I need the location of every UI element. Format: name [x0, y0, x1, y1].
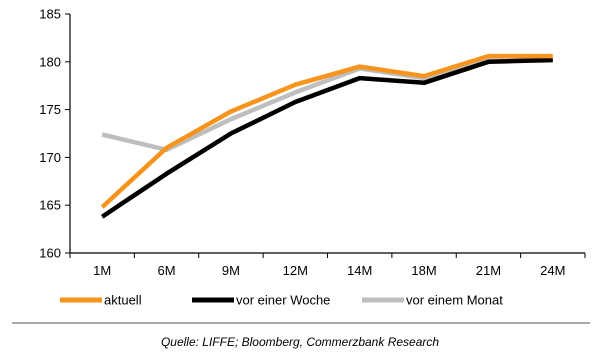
legend-label-2: vor einem Monat — [406, 293, 503, 308]
x-tick-label: 1M — [93, 263, 111, 278]
legend-label-0: aktuell — [104, 293, 142, 308]
series-line-0 — [100, 53, 553, 209]
source-note: Quelle: LIFFE; Bloomberg, Commerzbank Re… — [161, 335, 439, 349]
y-tick-label: 160 — [39, 246, 61, 261]
x-tick-label: 6M — [158, 263, 176, 278]
y-tick-label: 165 — [39, 198, 61, 213]
x-tick-label: 14M — [347, 263, 372, 278]
y-tick-label: 175 — [39, 102, 61, 117]
y-tick-label: 170 — [39, 150, 61, 165]
x-tick-label: 12M — [283, 263, 308, 278]
x-tick-label: 21M — [476, 263, 501, 278]
series-line-1 — [100, 57, 553, 219]
axes: 160 165 170 175 180 185 1M 6M 9M 12M 14M 18M 21M 24M — [39, 7, 586, 278]
x-tick-label: 24M — [540, 263, 565, 278]
legend: aktuell vor einer Woche vor einem Monat — [60, 293, 503, 308]
y-tick-label: 180 — [39, 54, 61, 69]
x-tick-label: 18M — [411, 263, 436, 278]
x-tick-label: 9M — [222, 263, 240, 278]
series-lines — [100, 53, 553, 219]
legend-label-1: vor einer Woche — [236, 293, 330, 308]
y-tick-label: 185 — [39, 7, 61, 22]
